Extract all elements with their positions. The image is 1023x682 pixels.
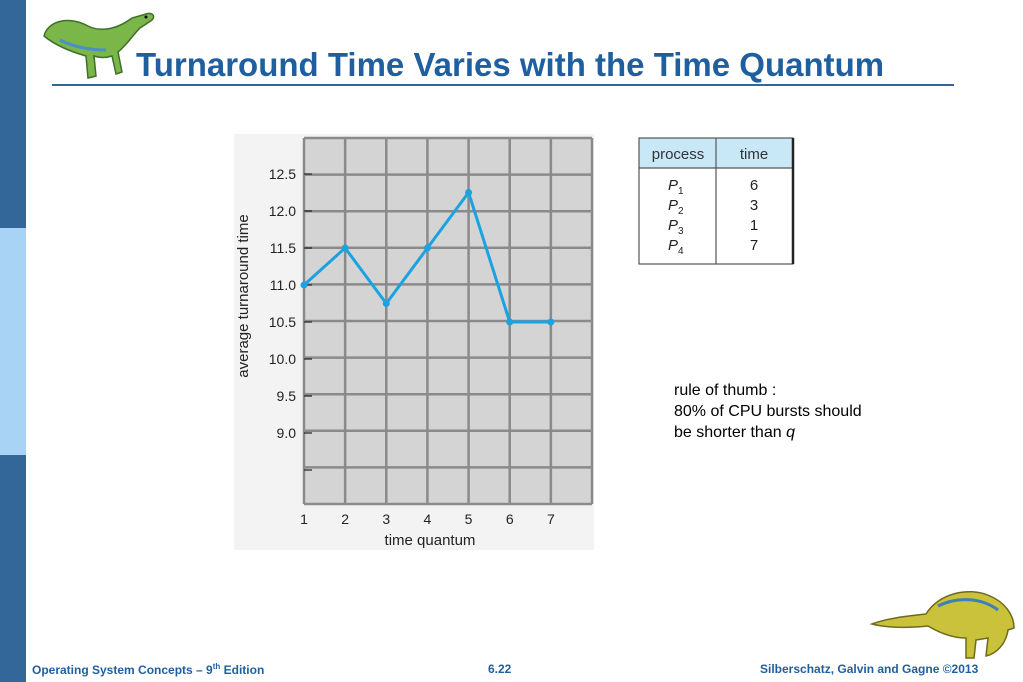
title-divider	[52, 84, 954, 86]
process-subscript: 2	[678, 206, 684, 217]
table-process-name: P3	[668, 217, 684, 237]
table-burst-time: 6	[750, 177, 758, 194]
dinosaur-bottom-icon	[869, 591, 1015, 659]
table-burst-time: 3	[750, 197, 758, 214]
x-tick-label: 2	[341, 511, 349, 527]
process-table: process time P1 6 P2 3 P3 1 P4 7	[638, 137, 798, 274]
table-process-name: P2	[668, 197, 684, 217]
process-table-svg: process time P1 6P2 3P3 1P4 7	[638, 137, 795, 265]
note-variable-q: q	[786, 424, 795, 441]
process-letter: P	[668, 237, 678, 254]
slide-title: Turnaround Time Varies with the Time Qua…	[136, 46, 885, 83]
process-subscript: 3	[678, 226, 684, 237]
x-tick-label: 6	[506, 511, 514, 527]
data-point	[300, 281, 308, 289]
footer-book-title-edition: Edition	[220, 663, 265, 677]
footer-book-title-main: Operating System Concepts – 9	[32, 663, 213, 677]
footer-slide-number: 6.22	[488, 662, 512, 676]
data-point	[423, 244, 431, 252]
process-letter: P	[668, 177, 678, 194]
sidebar-highlight	[0, 228, 26, 455]
data-point	[382, 300, 390, 307]
y-tick-label: 9.0	[277, 425, 297, 441]
note-line-3: be shorter than q	[674, 422, 862, 443]
footer-book-title: Operating System Concepts – 9th Edition	[32, 662, 264, 677]
process-letter: P	[668, 217, 678, 234]
x-tick-label: 4	[424, 511, 432, 527]
y-tick-label: 11.5	[270, 240, 296, 256]
y-axis-label: average turnaround time	[235, 214, 252, 377]
x-tick-label: 1	[300, 511, 308, 527]
rule-of-thumb-note: rule of thumb : 80% of CPU bursts should…	[674, 380, 862, 443]
x-tick-label: 3	[382, 511, 390, 527]
x-tick-label: 7	[547, 511, 555, 527]
left-sidebar-band	[0, 0, 26, 682]
turnaround-chart: 12.5 12.0 11.5 11.0 10.5 10.0 9.5 9.0 1 2 3 4 5 6 7 tim…	[234, 134, 594, 555]
y-tick-label: 10.5	[269, 314, 296, 330]
y-tick-label: 12.0	[269, 203, 296, 219]
note-line-2: 80% of CPU bursts should	[674, 403, 862, 420]
data-point	[465, 189, 473, 196]
table-burst-time: 7	[750, 237, 758, 254]
y-tick-label: 11.0	[270, 277, 296, 293]
process-subscript: 1	[678, 186, 684, 197]
data-point	[341, 244, 349, 252]
footer-copyright: Silberschatz, Galvin and Gagne ©2013	[760, 662, 979, 676]
y-tick-label: 12.5	[269, 166, 296, 182]
note-line-3-text: be shorter than	[674, 424, 787, 441]
turnaround-chart-svg: 12.5 12.0 11.5 11.0 10.5 10.0 9.5 9.0 1 2 3 4 5 6 7 tim…	[234, 134, 594, 550]
note-line-1: rule of thumb :	[674, 382, 777, 399]
x-axis-label: time quantum	[385, 532, 476, 549]
dinosaur-logo-icon	[43, 12, 155, 79]
table-process-name: P1	[668, 177, 684, 197]
table-process-name: P4	[668, 237, 684, 257]
footer-edition-sup: th	[212, 662, 221, 671]
process-letter: P	[668, 197, 678, 214]
data-point	[547, 318, 555, 326]
table-header-time: time	[740, 146, 768, 163]
data-point	[506, 318, 514, 326]
process-subscript: 4	[678, 246, 684, 257]
table-burst-time: 1	[750, 217, 758, 234]
y-tick-label: 10.0	[269, 351, 296, 367]
y-tick-label: 9.5	[277, 388, 297, 404]
x-tick-label: 5	[465, 511, 473, 527]
table-header-process: process	[652, 146, 705, 163]
